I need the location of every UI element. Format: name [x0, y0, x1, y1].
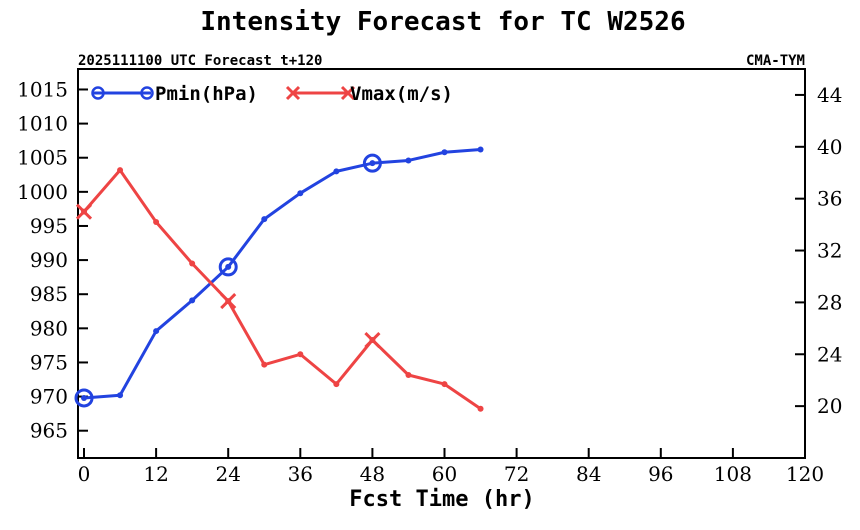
chart-subtitle-left: 2025111100 UTC Forecast t+120	[78, 53, 322, 69]
axis-ticks: 0 12 24 36 48 60 72 84 96 108 120 965 970 975 980 985 99…	[17, 77, 842, 486]
y-left-tick-label-1000: 1000	[17, 180, 68, 204]
pmin-point-60	[441, 149, 448, 156]
pmin-marker-24	[218, 257, 238, 277]
vmax-point-18	[189, 260, 196, 267]
x-tick-label-84: 84	[576, 462, 601, 486]
y-left-tick-label-995: 995	[30, 214, 68, 238]
vmax-point-54	[405, 372, 412, 379]
pmin-point-6	[117, 392, 124, 399]
y-left-tick-label-975: 975	[30, 350, 68, 374]
y-left-tick-label-970: 970	[30, 385, 68, 409]
y-right-tick-label-36: 36	[817, 187, 842, 211]
x-tick-label-120: 120	[786, 462, 824, 486]
y-left-tick-label-980: 980	[30, 316, 68, 340]
vmax-marker-48	[364, 331, 381, 349]
x-tick-label-72: 72	[504, 462, 529, 486]
vmax-point-42	[333, 381, 340, 388]
y-right-tick-label-20: 20	[817, 394, 842, 418]
vmax-point-60	[441, 381, 448, 388]
legend-vmax-label: Vmax(m/s)	[350, 83, 453, 105]
legend-pmin-marker-left	[91, 86, 105, 100]
pmin-series-line	[83, 148, 481, 400]
x-tick-label-0: 0	[78, 462, 91, 486]
x-tick-label-24: 24	[215, 462, 240, 486]
pmin-point-12	[153, 328, 160, 335]
y-right-tick-label-28: 28	[817, 290, 842, 314]
chart-subtitle-right: CMA-TYM	[746, 53, 805, 69]
pmin-point-48	[369, 160, 376, 167]
y-left-tick-label-965: 965	[30, 419, 68, 443]
pmin-point-24	[225, 263, 232, 270]
pmin-point-0	[81, 394, 88, 401]
pmin-point-42	[333, 168, 340, 175]
vmax-marker-0	[75, 203, 93, 220]
x-tick-label-96: 96	[648, 462, 673, 486]
legend-vmax-marker-right	[340, 85, 356, 101]
x-axis-title: Fcst Time (hr)	[349, 487, 534, 512]
vmax-point-6	[117, 167, 124, 174]
y-right-tick-label-24: 24	[817, 342, 842, 366]
pmin-point-54	[405, 157, 412, 164]
chart-title: Intensity Forecast for TC W2526	[200, 7, 685, 37]
vmax-marker-24	[220, 293, 237, 310]
y-right-tick-label-32: 32	[817, 239, 842, 263]
pmin-point-36	[297, 190, 304, 197]
vmax-point-66	[477, 405, 484, 412]
y-left-tick-label-1010: 1010	[17, 112, 68, 136]
legend-pmin-label: Pmin(hPa)	[155, 83, 258, 105]
x-tick-label-108: 108	[714, 462, 752, 486]
pmin-point-30	[261, 216, 268, 223]
y-left-tick-label-1005: 1005	[17, 146, 68, 170]
x-tick-label-48: 48	[360, 462, 385, 486]
y-left-tick-label-990: 990	[30, 248, 68, 272]
vmax-series-line	[82, 168, 482, 410]
pmin-marker-0	[74, 388, 94, 408]
y-right-tick-label-44: 44	[817, 83, 842, 107]
legend: Pmin(hPa) Vmax(m/s)	[91, 83, 453, 105]
pmin-point-66	[477, 146, 484, 153]
legend-pmin-marker-right	[140, 86, 154, 100]
x-tick-label-12: 12	[143, 462, 168, 486]
vmax-point-12	[153, 219, 160, 226]
y-left-tick-label-1015: 1015	[17, 77, 68, 101]
pmin-point-18	[189, 297, 196, 304]
y-right-tick-label-40: 40	[817, 135, 842, 159]
x-tick-label-36: 36	[288, 462, 313, 486]
legend-vmax-marker-left	[285, 85, 301, 101]
vmax-point-36	[297, 351, 304, 358]
plot-frame	[77, 68, 806, 459]
pmin-marker-48	[362, 153, 382, 173]
series-layer	[74, 146, 484, 412]
y-left-tick-label-985: 985	[30, 282, 68, 306]
vmax-point-30	[261, 361, 268, 368]
x-tick-label-60: 60	[432, 462, 457, 486]
